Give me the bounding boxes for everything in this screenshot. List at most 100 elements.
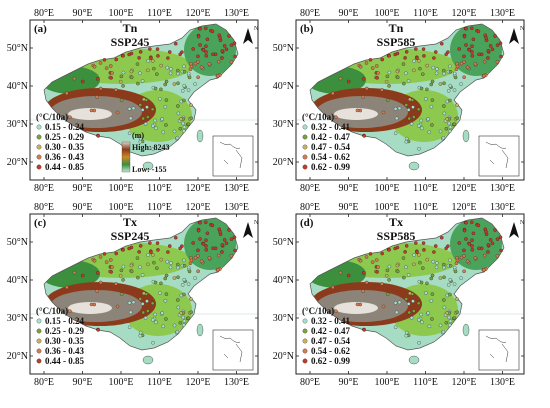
station-marker: [204, 248, 209, 252]
station-marker: [128, 116, 133, 121]
station-marker: [173, 235, 178, 240]
station-marker: [164, 273, 169, 278]
station-marker: [155, 241, 160, 245]
north-arrow-icon: N: [509, 26, 525, 44]
station-marker: [418, 66, 422, 71]
station-marker: [470, 238, 474, 242]
station-marker: [442, 111, 447, 116]
station-marker: [98, 255, 103, 259]
legend-item-label: 0.15 - 0.24: [45, 122, 84, 132]
north-arrow-head: [243, 28, 253, 44]
station-marker: [407, 310, 411, 315]
station-marker: [462, 228, 467, 233]
station-marker: [364, 255, 369, 259]
station-marker: [148, 47, 152, 51]
station-marker: [110, 71, 114, 75]
station-marker: [143, 122, 148, 126]
lon-tick-label-top: 110°E: [413, 202, 438, 213]
station-marker: [448, 323, 452, 327]
panel-scenario-title: SSP245: [111, 229, 150, 243]
station-marker: [131, 106, 136, 111]
station-marker: [499, 54, 503, 59]
taiwan-island: [462, 129, 470, 143]
station-marker: [198, 43, 202, 47]
panel-variable-title: Tn: [123, 21, 138, 35]
station-marker: [402, 275, 406, 280]
station-marker: [68, 309, 72, 313]
station-marker: [430, 79, 435, 84]
lon-tick-label-bottom: 120°E: [451, 377, 476, 388]
station-marker: [96, 134, 100, 138]
station-marker: [146, 59, 150, 63]
legend-item-label: 0.54 - 0.62: [311, 346, 350, 356]
station-marker: [138, 50, 143, 54]
station-marker: [490, 241, 495, 246]
station-marker: [376, 265, 380, 269]
station-marker: [426, 311, 430, 315]
station-marker: [168, 265, 173, 270]
dem-high-label: High: 8243: [132, 143, 170, 152]
station-marker: [182, 258, 186, 263]
station-marker: [232, 235, 237, 239]
station-marker: [198, 27, 202, 31]
china-boundary: [43, 217, 239, 351]
station-marker: [191, 47, 195, 51]
station-marker: [331, 285, 335, 290]
station-marker: [448, 98, 452, 103]
station-marker: [361, 271, 366, 275]
station-marker: [216, 253, 221, 258]
legend-item-label: 0.47 - 0.54: [311, 336, 350, 346]
station-marker: [80, 273, 85, 278]
lon-tick-label-bottom: 110°E: [147, 377, 172, 388]
station-marker: [415, 56, 419, 61]
station-marker: [411, 105, 415, 109]
station-marker: [477, 246, 481, 251]
station-marker: [404, 244, 409, 248]
station-marker: [141, 116, 145, 121]
station-marker: [227, 34, 231, 38]
station-marker: [433, 50, 438, 54]
station-marker: [380, 57, 384, 62]
north-arrow-letter: N: [254, 26, 259, 32]
legend-marker: [302, 318, 308, 324]
station-marker: [442, 81, 446, 86]
station-marker: [151, 59, 155, 63]
lat-tick-label: 20°N: [273, 351, 294, 362]
legend-marker: [36, 154, 42, 160]
station-marker: [173, 41, 178, 46]
station-marker: [196, 228, 201, 233]
station-marker: [486, 56, 490, 60]
station-marker: [422, 248, 426, 252]
lon-tick-label-top: 90°E: [338, 202, 358, 213]
station-marker: [92, 259, 97, 263]
station-marker: [204, 44, 208, 48]
station-marker: [95, 95, 100, 99]
station-marker: [365, 280, 369, 285]
map-frame: [29, 213, 259, 375]
lon-tick-label-top: 80°E: [300, 202, 320, 213]
station-marker: [446, 89, 451, 93]
station-marker: [232, 41, 237, 45]
station-marker: [427, 324, 432, 329]
station-marker: [404, 136, 409, 141]
station-marker: [381, 110, 386, 115]
station-marker: [404, 139, 409, 144]
inset-south-china-sea: [212, 135, 254, 177]
station-marker: [110, 265, 114, 269]
inset-south-china-sea: [478, 135, 520, 177]
station-marker: [361, 289, 366, 293]
station-marker: [331, 91, 335, 96]
station-marker: [442, 298, 446, 302]
station-marker: [138, 297, 143, 301]
station-marker: [484, 35, 488, 40]
station-marker: [338, 270, 343, 275]
station-marker: [182, 125, 187, 129]
station-marker: [495, 254, 500, 258]
station-marker: [411, 299, 415, 303]
station-marker: [155, 72, 159, 76]
station-marker: [199, 65, 204, 70]
station-marker: [334, 309, 338, 313]
station-marker: [176, 111, 181, 116]
station-marker: [182, 98, 186, 103]
station-marker: [176, 104, 180, 108]
